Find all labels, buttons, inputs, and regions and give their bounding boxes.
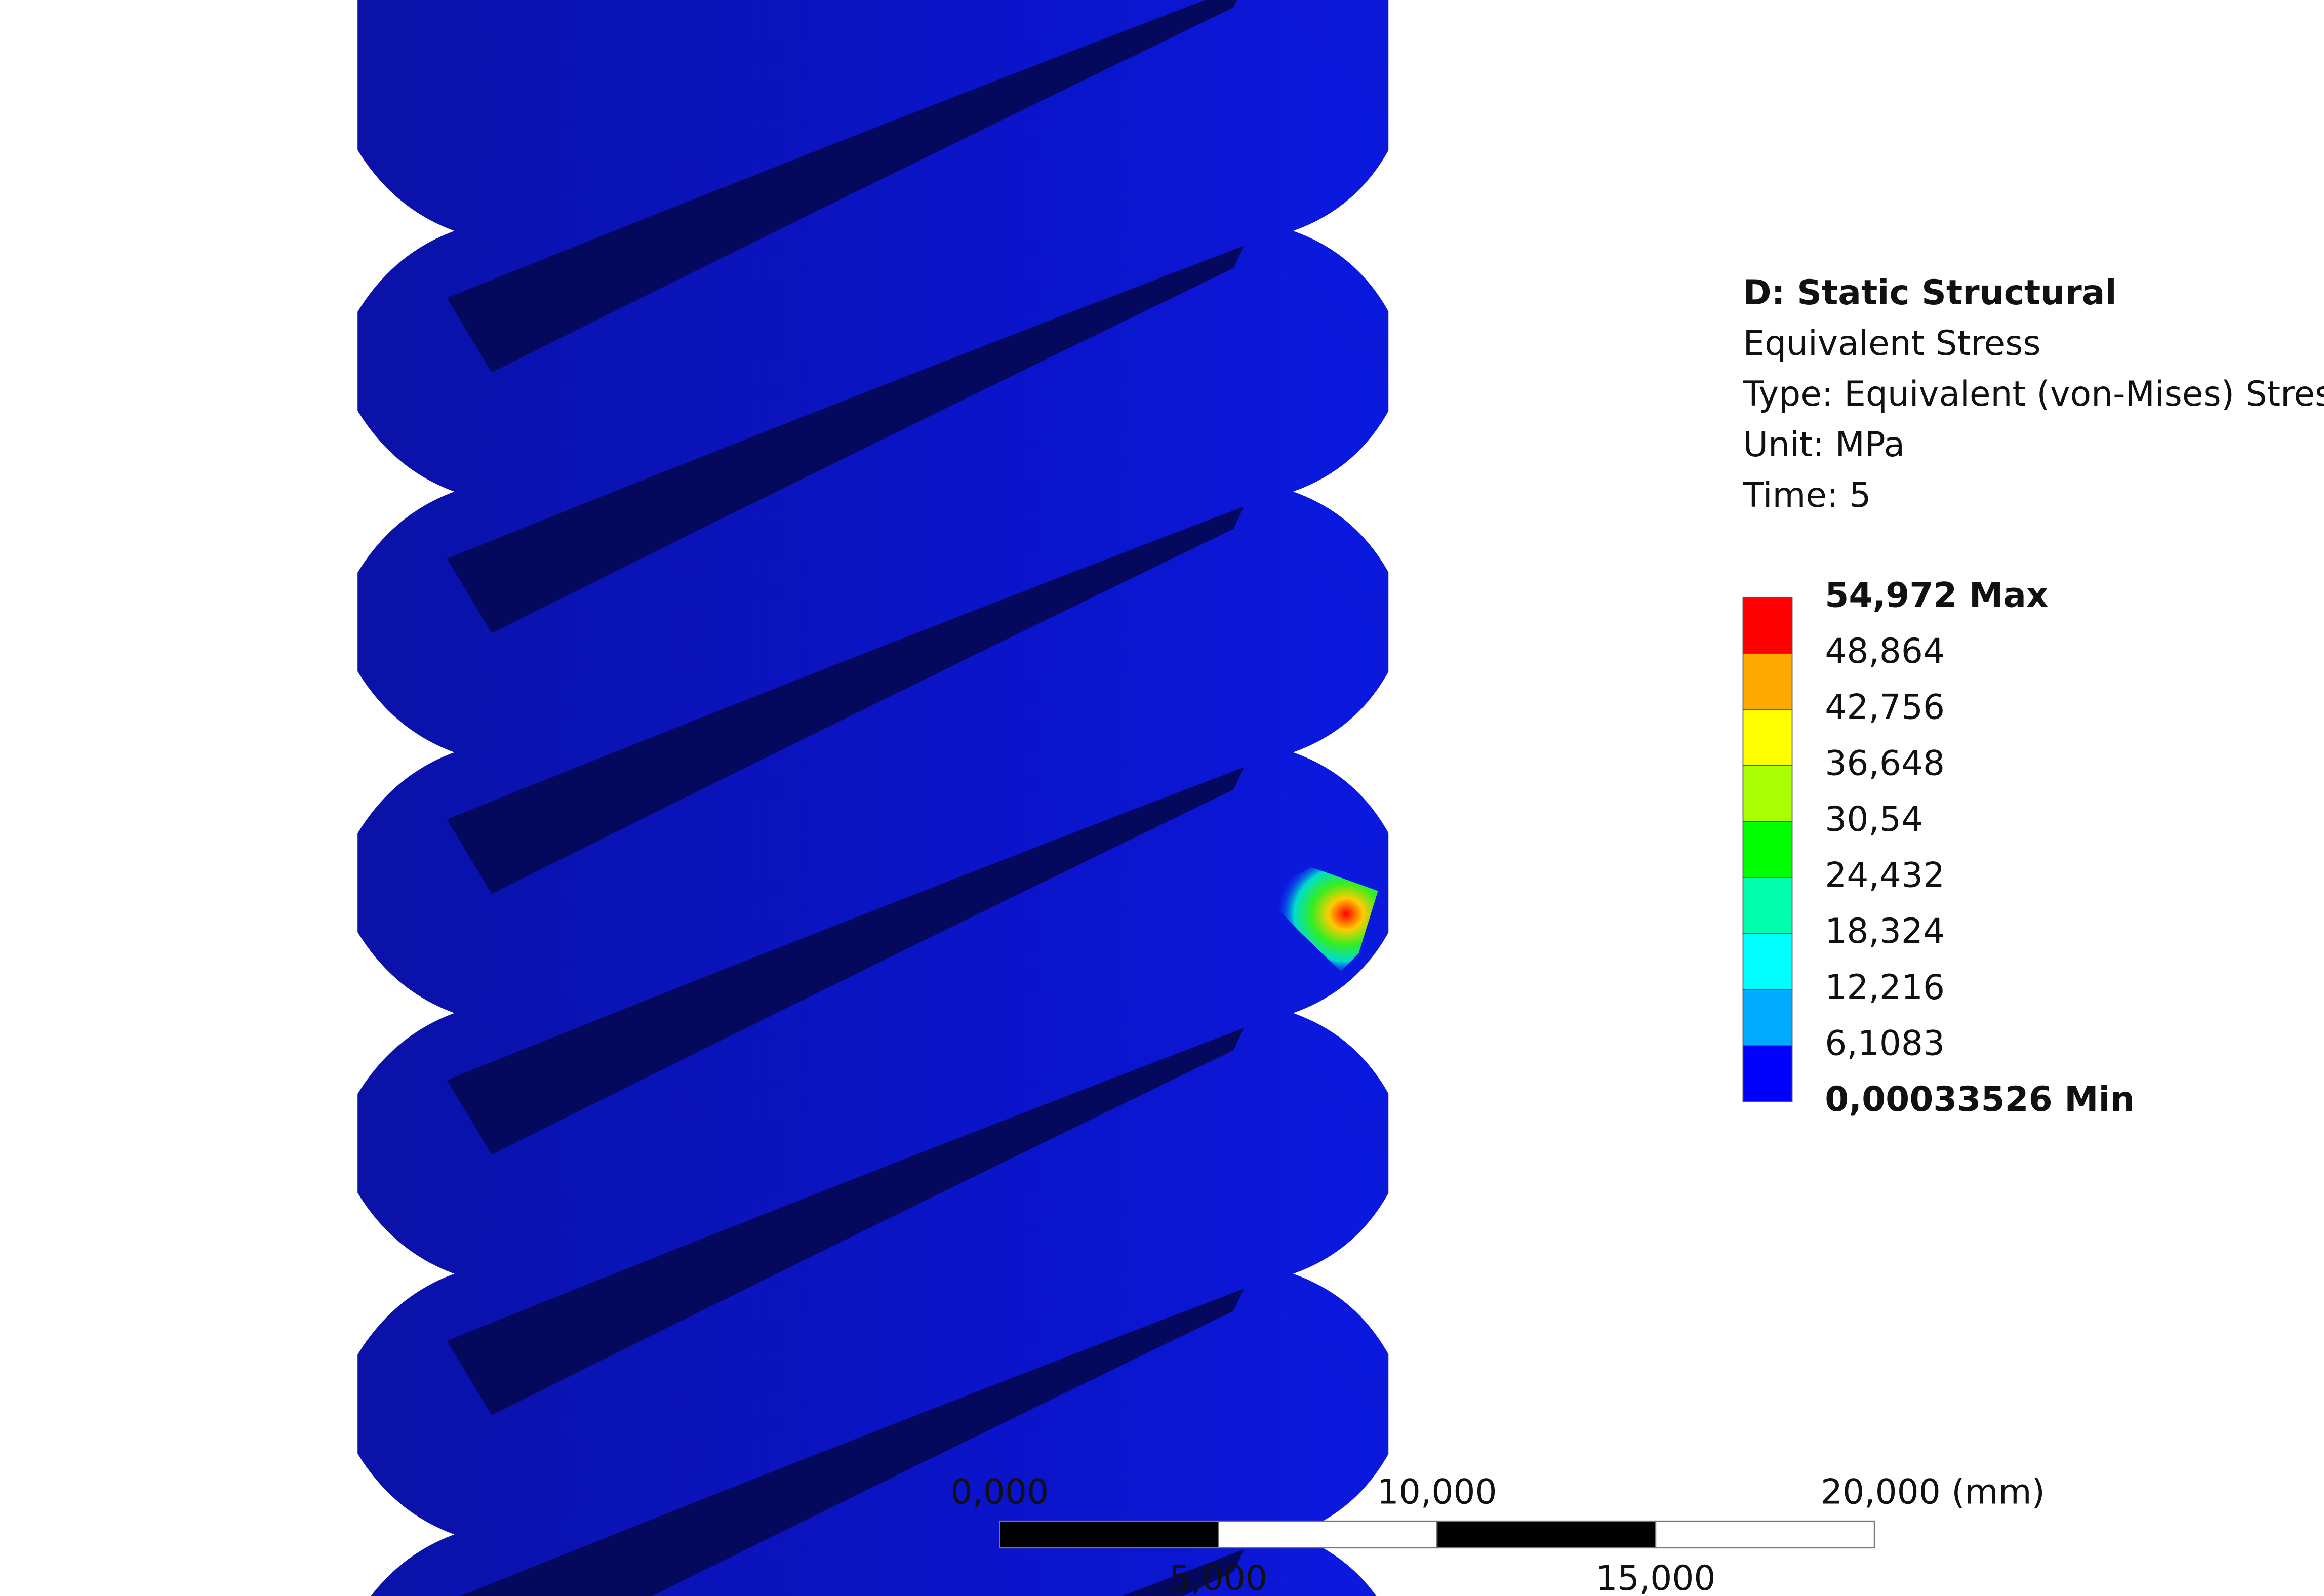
legend-label: 12,216 [1825,967,1945,1007]
legend-band [1742,989,1793,1046]
thread-groove [447,506,1244,894]
scale-segment [1436,1520,1657,1549]
legend-line: Time: 5 [1742,475,1871,515]
legend-label: 0,00033526 Min [1825,1079,2135,1119]
scale-label: 20,000 (mm) [1821,1472,2045,1512]
scale-bar: 0,000 10,000 20,000 (mm) 5,000 15,000 [950,1472,2045,1596]
legend-line: Unit: MPa [1743,424,1905,464]
legend-label: 30,54 [1825,799,1923,839]
notch-right [1293,104,1408,358]
thread-groove [447,767,1244,1155]
scale-label: 15,000 [1596,1558,1716,1596]
legend-label: 42,756 [1825,687,1945,727]
notch-right [1293,886,1408,1140]
legend-label: 54,972 Max [1825,575,2048,615]
legend: 54,972 Max 48,864 42,756 36,648 30,54 24,432 1… [1742,575,2135,1119]
legend-line: Equivalent Stress [1743,323,2040,363]
legend-label: 18,324 [1825,911,1945,951]
scale-segment [999,1520,1219,1549]
notch-left [335,625,455,879]
legend-label: 48,864 [1825,631,1945,671]
legend-label: 24,432 [1825,855,1945,895]
scale-label: 10,000 [1377,1472,1497,1512]
thread-groove [447,0,1237,373]
notch-left [335,365,455,619]
legend-band [1742,933,1793,990]
legend-band [1742,1045,1793,1102]
scale-label: 5,000 [1169,1558,1267,1596]
notch-right [1293,365,1408,619]
legend-lines: Equivalent Stress Type: Equivalent (von-M… [1742,323,2324,515]
notch-right [1293,1408,1408,1596]
notch-right [1293,625,1408,879]
stress-hotspot [1263,867,1378,972]
legend-band [1742,709,1793,766]
notch-left [335,1408,455,1596]
notch-left [335,886,455,1140]
thread-groove [1122,1549,1244,1596]
legend-line: Type: Equivalent (von-Mises) Stress [1742,374,2324,414]
notch-right [1293,1147,1408,1401]
notch-left [335,104,455,358]
legend-band [1742,653,1793,710]
scale-segment [1655,1520,1875,1549]
legend-title: D: Static Structural [1743,272,2116,312]
legend-band [1742,821,1793,878]
scale-segment [1218,1520,1438,1549]
legend-band [1742,877,1793,934]
notch-left [335,1147,455,1401]
legend-label: 6,1083 [1825,1023,1945,1063]
threads [335,0,1408,1596]
legend-label: 36,648 [1825,743,1945,783]
legend-band [1742,596,1793,654]
thread-groove [447,246,1244,633]
scale-label: 0,000 [950,1472,1049,1512]
thread-groove [460,1289,1244,1596]
thread-groove [447,1028,1244,1416]
legend-band [1742,765,1793,822]
